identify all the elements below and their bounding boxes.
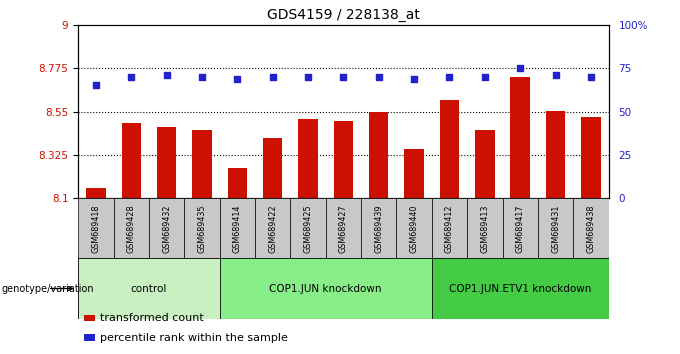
- Text: GSM689435: GSM689435: [197, 204, 207, 253]
- Bar: [334, 121, 353, 198]
- Text: genotype/variation: genotype/variation: [1, 284, 95, 293]
- Bar: [432, 258, 609, 319]
- Bar: [475, 130, 494, 198]
- Text: GSM689432: GSM689432: [162, 204, 171, 253]
- Bar: [326, 198, 361, 258]
- Bar: [149, 198, 184, 258]
- Text: GSM689413: GSM689413: [480, 204, 490, 252]
- Point: [126, 74, 137, 80]
- Bar: [405, 149, 424, 198]
- Bar: [84, 334, 95, 341]
- Title: GDS4159 / 228138_at: GDS4159 / 228138_at: [267, 8, 420, 22]
- Bar: [581, 117, 600, 198]
- Text: GSM689417: GSM689417: [515, 204, 525, 253]
- Bar: [114, 198, 149, 258]
- Point: [267, 74, 278, 80]
- Bar: [86, 188, 105, 198]
- Point: [373, 74, 384, 80]
- Bar: [78, 258, 220, 319]
- Point: [515, 65, 526, 71]
- Text: GSM689418: GSM689418: [91, 204, 101, 252]
- Text: COP1.JUN knockdown: COP1.JUN knockdown: [269, 284, 382, 293]
- Bar: [546, 110, 565, 198]
- Point: [232, 76, 243, 81]
- Bar: [157, 127, 176, 198]
- Bar: [440, 100, 459, 198]
- Bar: [369, 113, 388, 198]
- Point: [197, 74, 207, 80]
- Bar: [122, 123, 141, 198]
- Text: GSM689427: GSM689427: [339, 204, 348, 253]
- Bar: [220, 198, 255, 258]
- Text: GSM689428: GSM689428: [126, 204, 136, 253]
- Text: GSM689414: GSM689414: [233, 204, 242, 252]
- Bar: [396, 198, 432, 258]
- Bar: [432, 198, 467, 258]
- Text: GSM689439: GSM689439: [374, 204, 384, 253]
- Text: percentile rank within the sample: percentile rank within the sample: [101, 332, 288, 343]
- Bar: [84, 315, 95, 321]
- Text: GSM689412: GSM689412: [445, 204, 454, 253]
- Bar: [299, 119, 318, 198]
- Point: [90, 82, 101, 88]
- Point: [161, 72, 172, 78]
- Point: [550, 72, 561, 78]
- Text: GSM689425: GSM689425: [303, 204, 313, 253]
- Text: COP1.JUN.ETV1 knockdown: COP1.JUN.ETV1 knockdown: [449, 284, 592, 293]
- Bar: [290, 198, 326, 258]
- Bar: [503, 198, 538, 258]
- Bar: [184, 198, 220, 258]
- Text: control: control: [131, 284, 167, 293]
- Bar: [263, 138, 282, 198]
- Bar: [220, 258, 432, 319]
- Bar: [573, 198, 609, 258]
- Bar: [78, 198, 114, 258]
- Point: [409, 76, 420, 81]
- Text: GSM689438: GSM689438: [586, 204, 596, 252]
- Bar: [361, 198, 396, 258]
- Point: [338, 74, 349, 80]
- Point: [479, 74, 490, 80]
- Bar: [467, 198, 503, 258]
- Point: [303, 74, 313, 80]
- Text: transformed count: transformed count: [101, 313, 204, 323]
- Text: GSM689440: GSM689440: [409, 204, 419, 252]
- Point: [585, 74, 596, 80]
- Bar: [538, 198, 573, 258]
- Point: [444, 74, 455, 80]
- Bar: [511, 77, 530, 198]
- Bar: [192, 130, 211, 198]
- Bar: [228, 169, 247, 198]
- Text: GSM689431: GSM689431: [551, 204, 560, 252]
- Bar: [255, 198, 290, 258]
- Text: GSM689422: GSM689422: [268, 204, 277, 253]
